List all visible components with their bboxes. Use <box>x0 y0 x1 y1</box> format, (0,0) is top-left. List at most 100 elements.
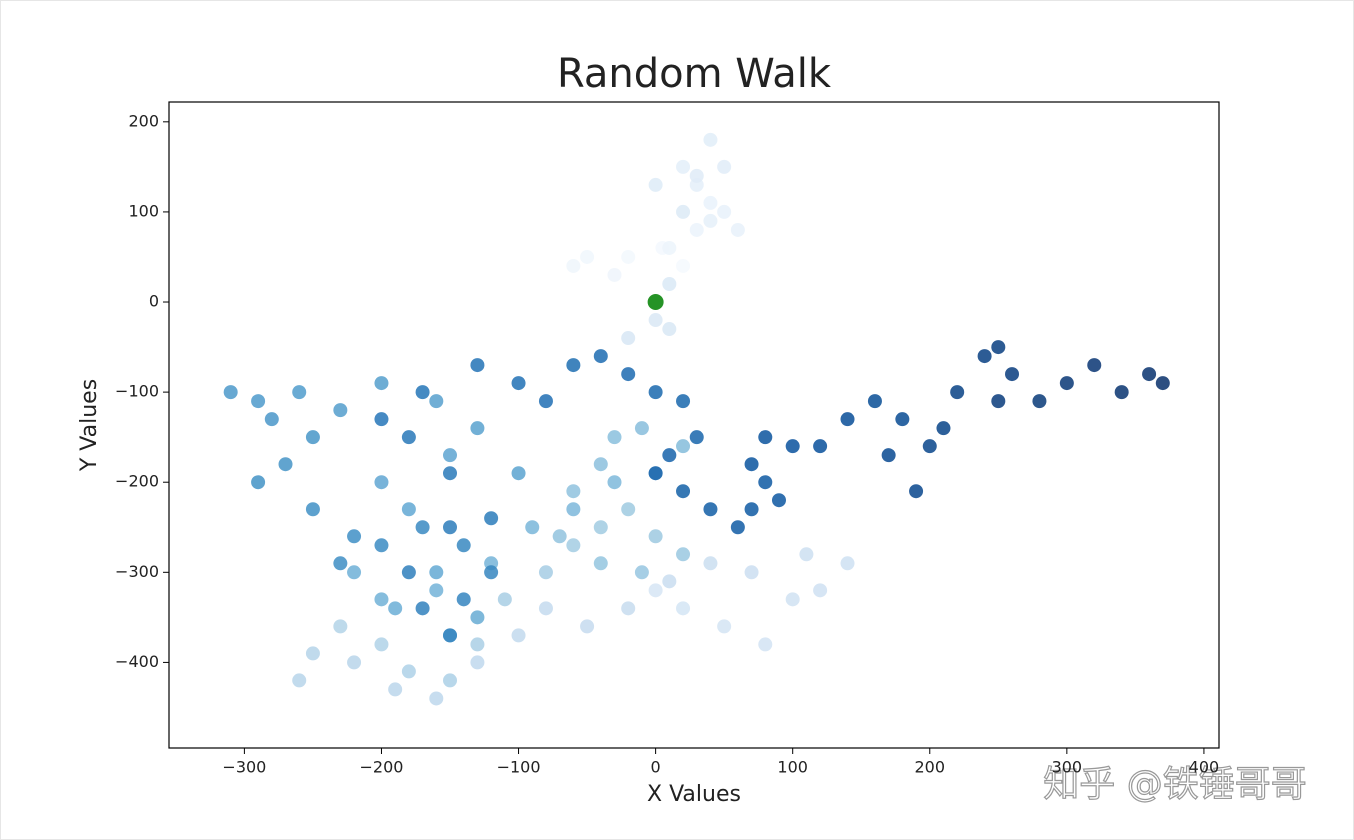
walk-point <box>566 358 581 373</box>
x-tick-label: 0 <box>651 758 661 777</box>
walk-point <box>621 367 636 382</box>
walk-point <box>347 565 362 580</box>
walk-point <box>607 475 622 490</box>
walk-point <box>703 213 718 228</box>
walk-point <box>580 249 595 264</box>
walk-point <box>429 691 444 706</box>
walk-point <box>456 592 471 607</box>
walk-point <box>1087 358 1102 373</box>
walk-point <box>429 583 444 598</box>
walk-point <box>456 538 471 553</box>
walk-point <box>840 556 855 571</box>
walk-point <box>443 466 458 481</box>
walk-point <box>388 601 403 616</box>
walk-point <box>415 385 430 400</box>
walk-point <box>977 349 992 364</box>
walk-point <box>676 439 691 454</box>
walk-point <box>676 484 691 499</box>
x-axis-label: X Values <box>647 782 741 807</box>
walk-point <box>621 502 636 517</box>
walk-point <box>538 394 553 409</box>
walk-point <box>347 655 362 670</box>
walk-point <box>730 520 745 535</box>
walk-point <box>415 601 430 616</box>
walk-point <box>593 457 608 472</box>
walk-point <box>443 520 458 535</box>
walk-point <box>744 457 759 472</box>
walk-point <box>566 502 581 517</box>
walk-point <box>580 619 595 634</box>
walk-point <box>593 349 608 364</box>
walk-point <box>634 565 649 580</box>
walk-point <box>429 565 444 580</box>
walk-point <box>991 340 1006 355</box>
walk-point <box>895 412 910 427</box>
walk-point <box>388 682 403 697</box>
walk-point <box>717 619 732 634</box>
walk-point <box>566 538 581 553</box>
walk-point <box>305 502 320 517</box>
walk-point <box>676 547 691 562</box>
y-tick-label: 100 <box>128 201 159 220</box>
x-tick-label: −300 <box>222 758 266 777</box>
walk-point <box>676 258 691 273</box>
walk-point <box>730 222 745 237</box>
walk-point <box>717 204 732 219</box>
walk-point <box>292 673 307 688</box>
walk-point <box>566 258 581 273</box>
walk-point <box>689 222 704 237</box>
chart-title: Random Walk <box>557 51 832 97</box>
walk-point <box>676 159 691 174</box>
walk-point <box>621 331 636 346</box>
walk-point <box>689 430 704 445</box>
walk-point <box>648 177 663 192</box>
walk-point <box>538 565 553 580</box>
walk-point <box>662 276 677 291</box>
walk-point <box>374 376 389 391</box>
walk-point <box>566 484 581 499</box>
walk-point <box>621 601 636 616</box>
walk-point <box>443 673 458 688</box>
walk-point <box>676 394 691 409</box>
walk-point <box>511 628 526 643</box>
x-tick-label: 400 <box>1189 758 1220 777</box>
walk-point <box>840 412 855 427</box>
walk-point <box>662 322 677 337</box>
walk-point <box>785 592 800 607</box>
walk-point <box>374 592 389 607</box>
x-tick-label: 300 <box>1052 758 1083 777</box>
walk-point <box>662 448 677 463</box>
walk-point <box>1142 367 1157 382</box>
walk-point <box>621 249 636 264</box>
walk-point <box>470 655 485 670</box>
walk-point <box>484 565 499 580</box>
walk-point <box>936 421 951 436</box>
walk-point <box>1059 376 1074 391</box>
walk-point <box>305 646 320 661</box>
walk-point <box>771 493 786 508</box>
walk-point <box>799 547 814 562</box>
walk-point <box>662 574 677 589</box>
y-tick-label: 0 <box>149 292 159 311</box>
axes-frame <box>168 101 1220 749</box>
plot-area <box>223 132 1170 706</box>
walk-point <box>909 484 924 499</box>
walk-point <box>251 475 266 490</box>
walk-point <box>511 466 526 481</box>
start-point <box>647 294 664 311</box>
watermark: 知乎 @铁锤哥哥 <box>1043 764 1306 805</box>
walk-point <box>648 529 663 544</box>
y-tick-label: −400 <box>115 652 159 671</box>
walk-point <box>813 439 828 454</box>
walk-point <box>333 556 348 571</box>
x-tick-label: 100 <box>777 758 808 777</box>
walk-point <box>758 475 773 490</box>
walk-point <box>881 448 896 463</box>
y-tick-label: −200 <box>115 472 159 491</box>
walk-point <box>744 565 759 580</box>
walk-point <box>744 502 759 517</box>
walk-point <box>813 583 828 598</box>
walk-point <box>292 385 307 400</box>
